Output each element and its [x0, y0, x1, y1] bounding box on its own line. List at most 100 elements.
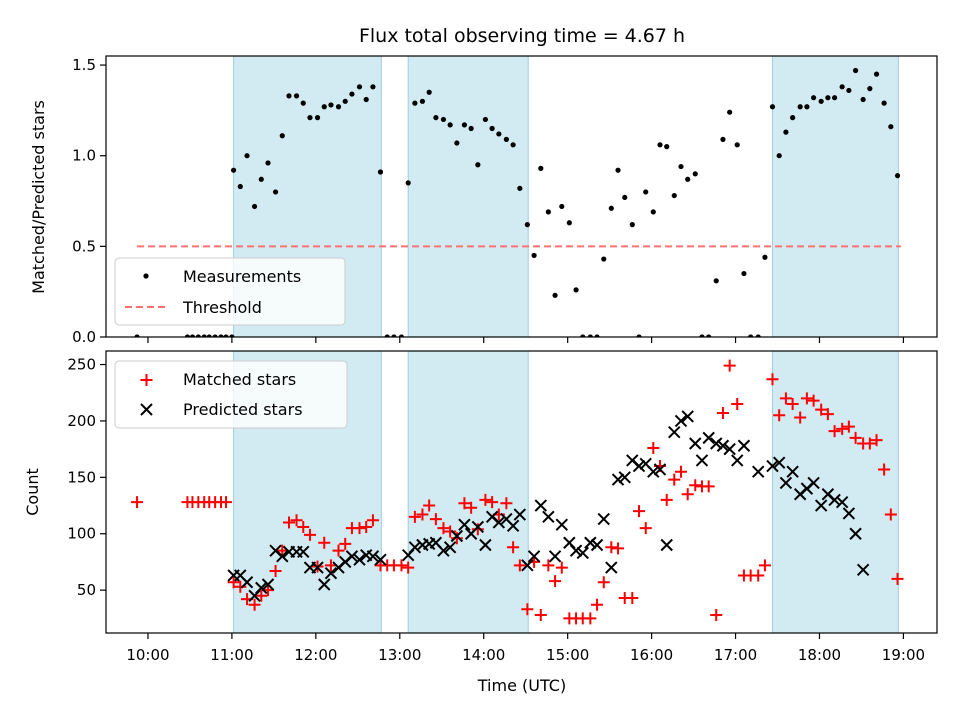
- predicted-stars-point: [772, 456, 786, 469]
- measurements-point: [734, 142, 740, 148]
- predicted-stars-point: [513, 508, 527, 521]
- measurements-point: [482, 116, 489, 123]
- measurements-point: [657, 142, 663, 148]
- predicted-stars-point: [674, 414, 688, 428]
- measurements-point: [370, 84, 376, 90]
- matched-stars-point: [486, 496, 499, 509]
- counts-y-tick-label: 250: [67, 356, 96, 374]
- matched-stars-point: [318, 536, 331, 549]
- measurements-point: [601, 256, 607, 262]
- measurements-point: [212, 334, 218, 337]
- predicted-stars-point: [814, 499, 828, 512]
- predicted-stars-point: [584, 536, 597, 549]
- matched-stars-point: [444, 525, 457, 538]
- ratio-axes-frame: [105, 55, 938, 338]
- matched-stars-point: [612, 542, 625, 555]
- predicted-stars-point: [828, 493, 841, 507]
- matched-stars-point: [332, 544, 345, 557]
- measurements-point: [223, 334, 229, 337]
- predicted-stars-point: [569, 544, 583, 557]
- measurements-point: [314, 115, 321, 121]
- matched-stars-point: [758, 559, 771, 572]
- matched-stars-point: [884, 508, 897, 521]
- measurements-point: [615, 167, 621, 173]
- x-axis-label: Time (UTC): [477, 676, 566, 695]
- measurements-point: [328, 102, 334, 108]
- predicted-stars-point: [261, 578, 275, 591]
- measurements-point: [321, 104, 327, 110]
- measurements-point: [748, 334, 754, 337]
- ratio-observing-window-2: [407, 55, 529, 338]
- matched-stars-point: [437, 522, 450, 535]
- measurements-point: [475, 162, 481, 168]
- matched-stars-point: [821, 408, 834, 421]
- matched-stars-point: [416, 508, 429, 521]
- matched-stars-point: [870, 434, 883, 447]
- predicted-stars-point: [366, 550, 380, 563]
- predicted-stars-point: [597, 512, 610, 526]
- measurements-point: [468, 125, 474, 132]
- matched-stars-point: [702, 480, 715, 493]
- counts-legend-box: [114, 360, 348, 429]
- matched-stars-point: [660, 493, 673, 506]
- legend-measurements-label: Measurements: [183, 267, 301, 286]
- measurements-point: [433, 115, 439, 121]
- measurements-point: [412, 100, 418, 106]
- matched-stars-point: [597, 576, 610, 589]
- measurements-point: [650, 209, 656, 215]
- count-y-axis-label: Count: [23, 468, 42, 516]
- measurements-point: [538, 165, 544, 171]
- predicted-stars-point: [653, 463, 667, 476]
- measurements-point: [286, 93, 292, 99]
- predicted-stars-point: [681, 410, 694, 423]
- x-tick-label: 15:00: [546, 646, 589, 664]
- matched-stars-point: [360, 520, 373, 533]
- measurements-point: [873, 71, 880, 77]
- measurements-point: [229, 334, 235, 337]
- predicted-stars-point: [605, 561, 618, 574]
- x-tick-label: 19:00: [882, 646, 925, 664]
- matched-stars-point: [521, 603, 534, 616]
- matched-stars-point: [534, 608, 547, 621]
- measurements-point: [237, 183, 243, 190]
- matched-stars-point: [450, 532, 463, 545]
- measurements-point: [825, 95, 831, 101]
- predicted-stars-point: [318, 578, 331, 591]
- measurements-point: [244, 153, 250, 159]
- predicted-stars-point: [752, 465, 765, 478]
- predicted-stars-point: [835, 495, 849, 509]
- matched-stars-point: [605, 541, 618, 554]
- matched-stars-point: [297, 520, 310, 533]
- counts-y-tick-label: 50: [77, 581, 96, 599]
- counts-observing-window-2: [407, 350, 529, 634]
- measurements-point: [580, 334, 586, 337]
- matched-stars-point: [752, 569, 765, 582]
- measurements-point: [846, 87, 852, 94]
- measurements-point: [888, 124, 894, 130]
- counts-y-tick-label: 200: [67, 412, 96, 430]
- matched-stars-point: [633, 505, 646, 518]
- predicted-stars-point: [555, 518, 568, 531]
- measurements-point: [279, 133, 285, 139]
- matched-stars-point: [303, 528, 316, 541]
- measurements-point: [811, 95, 817, 101]
- ratio-panel: 0.0 0.5 1.0 1.5: [72, 55, 938, 346]
- measurements-point: [699, 334, 705, 337]
- matched-stars-point: [408, 510, 421, 523]
- measurements-point: [860, 96, 866, 103]
- matched-stars-point: [131, 496, 144, 509]
- ratio-observing-window-3: [771, 55, 899, 338]
- x-tick-label: 12:00: [294, 646, 337, 664]
- measurements-point: [790, 115, 796, 121]
- matched-stars-point: [366, 514, 379, 527]
- matched-stars-point: [429, 513, 442, 526]
- predicted-stars-point: [611, 473, 625, 486]
- measurements-point: [377, 169, 384, 175]
- measurements-point: [206, 334, 212, 337]
- matched-stars-point: [891, 572, 904, 585]
- matched-stars-point: [282, 516, 295, 529]
- measurements-point: [356, 84, 363, 90]
- measurements-point: [671, 192, 677, 199]
- matched-stars-point: [471, 523, 484, 536]
